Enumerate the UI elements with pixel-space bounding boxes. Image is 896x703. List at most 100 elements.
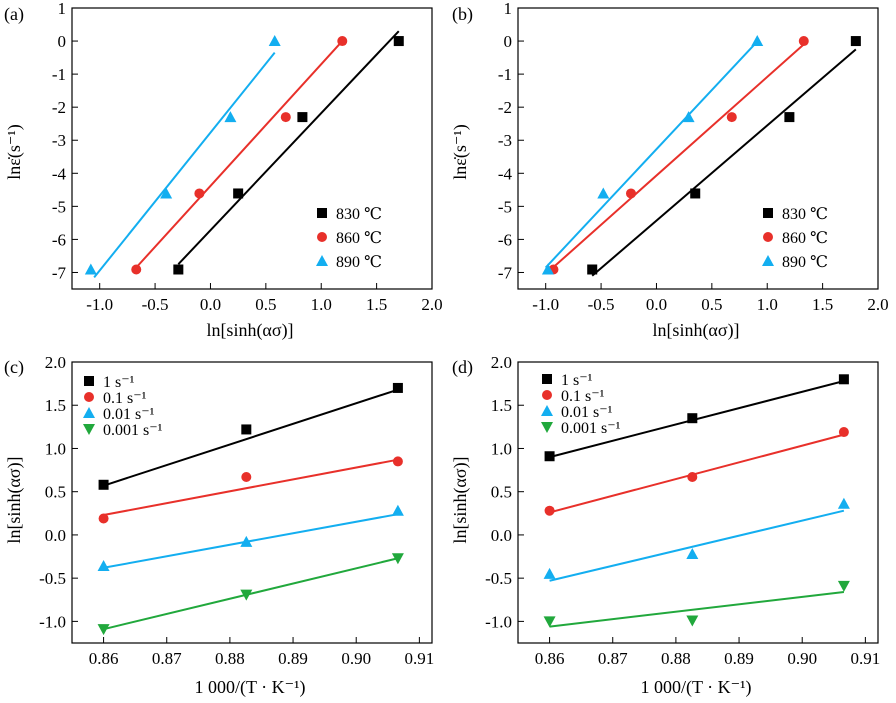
data-point: [224, 111, 237, 123]
x-tick-label: 0.0: [200, 295, 221, 314]
y-tick-label: -6: [498, 230, 512, 249]
fit-line: [103, 458, 399, 517]
fit-line: [549, 509, 845, 582]
data-point: [97, 560, 110, 572]
data-point: [392, 456, 403, 467]
legend-marker: [541, 422, 553, 433]
data-point: [543, 616, 556, 628]
data-point: [297, 112, 308, 123]
x-tick-label: 0.90: [341, 649, 371, 668]
y-tick-label: 1: [58, 0, 67, 18]
series-0: [587, 36, 861, 277]
x-tick-label: -1.0: [532, 295, 559, 314]
fit-line: [591, 48, 857, 277]
x-tick-label: 0.86: [89, 649, 119, 668]
data-point: [131, 264, 142, 275]
series-3: [543, 580, 850, 628]
data-point: [98, 513, 109, 524]
legend-marker: [542, 374, 552, 384]
panel-a: -1.0 -0.5 0.0 0.5 1.0 1.5 2.0 -7 -6 -5 -4 -3 -2 -1 0 1 (…: [4, 0, 443, 341]
legend-marker: [762, 255, 774, 266]
x-tick-label: 0.0: [646, 295, 667, 314]
data-point: [241, 424, 252, 435]
data-point: [84, 263, 97, 275]
data-point: [268, 35, 281, 47]
x-tick-label: 0.88: [215, 649, 245, 668]
y-tick-label: 1.0: [491, 439, 512, 458]
series-1: [131, 36, 348, 275]
legend-marker: [541, 405, 553, 416]
x-axis-label: ln[sinh(ασ)]: [206, 320, 293, 341]
data-point: [98, 479, 109, 490]
y-tick-label: -7: [498, 263, 513, 282]
legend-marker: [84, 392, 94, 402]
x-tick-label: 0.5: [701, 295, 722, 314]
legend-marker: [763, 208, 773, 218]
data-point: [751, 35, 764, 47]
legend-label: 830 ℃: [782, 206, 828, 223]
legend-marker: [317, 208, 327, 218]
y-tick-label: 0.0: [491, 526, 512, 545]
series-0: [544, 374, 849, 462]
x-tick-label: 0.91: [850, 649, 880, 668]
y-tick-label: 0.5: [491, 483, 512, 502]
legend: 1 s⁻¹0.1 s⁻¹0.01 s⁻¹0.001 s⁻¹: [83, 374, 163, 439]
data-point: [687, 471, 698, 482]
x-tick-label: 0.89: [278, 649, 308, 668]
series-1: [98, 456, 403, 524]
y-tick-label: -2: [52, 98, 66, 117]
y-axis-label: lnε̇(s⁻¹): [4, 124, 25, 179]
data-point: [837, 580, 850, 592]
data-point: [280, 112, 291, 123]
data-point: [690, 188, 701, 199]
y-tick-label: -5: [498, 197, 512, 216]
panel-label: (a): [4, 4, 24, 25]
data-point: [240, 535, 253, 547]
panel-c: 0.86 0.87 0.88 0.89 0.90 0.91 -1.0 -0.5 0.0 0.5 1.…: [4, 353, 434, 698]
legend-label: 860 ℃: [782, 230, 828, 247]
data-point: [838, 374, 849, 385]
x-tick-label: -1.0: [86, 295, 113, 314]
data-point: [393, 36, 404, 47]
series-1: [548, 36, 809, 275]
x-axis-label: 1 000/(T · K⁻¹): [194, 677, 305, 698]
panel-label: (c): [4, 357, 24, 378]
legend: 1 s⁻¹0.1 s⁻¹0.01 s⁻¹0.001 s⁻¹: [541, 372, 621, 437]
fit-line: [103, 388, 399, 487]
y-tick-label: -7: [52, 263, 67, 282]
y-tick-label: -3: [52, 131, 66, 150]
plot-frame: [71, 361, 433, 644]
y-tick-label: 0: [58, 32, 67, 51]
series-0: [98, 382, 403, 490]
y-tick-label: 0.0: [45, 526, 66, 545]
y-axis-label: lnε̇(s⁻¹): [450, 124, 471, 179]
legend-label: 0.1 s⁻¹: [103, 390, 147, 407]
data-point: [784, 112, 795, 123]
x-tick-label: 0.89: [724, 649, 754, 668]
data-point: [392, 382, 403, 393]
x-axis-label: ln[sinh(ασ)]: [652, 320, 739, 341]
y-tick-label: 2.0: [45, 353, 66, 372]
y-tick-label: -1: [498, 65, 512, 84]
legend-label: 890 ℃: [782, 254, 828, 271]
data-point: [173, 264, 184, 275]
x-tick-label: 0.87: [598, 649, 628, 668]
data-point: [391, 504, 404, 516]
data-point: [240, 589, 253, 601]
series-0: [173, 30, 404, 275]
y-tick-label: 0: [504, 32, 513, 51]
data-point: [837, 497, 850, 509]
y-tick-label: -6: [52, 230, 66, 249]
y-tick-label: 1: [504, 0, 513, 18]
data-point: [194, 188, 205, 199]
legend-marker: [83, 407, 95, 418]
plot-frame: [517, 361, 879, 644]
data-point: [543, 567, 556, 579]
data-point: [687, 413, 698, 424]
plot-frame: [517, 7, 879, 290]
y-tick-label: -1: [52, 65, 66, 84]
fit-line: [93, 52, 276, 279]
y-axis-label: ln[sinh(ασ)]: [4, 456, 25, 543]
legend-marker: [83, 424, 95, 435]
x-axis-label: 1 000/(T · K⁻¹): [640, 677, 751, 698]
